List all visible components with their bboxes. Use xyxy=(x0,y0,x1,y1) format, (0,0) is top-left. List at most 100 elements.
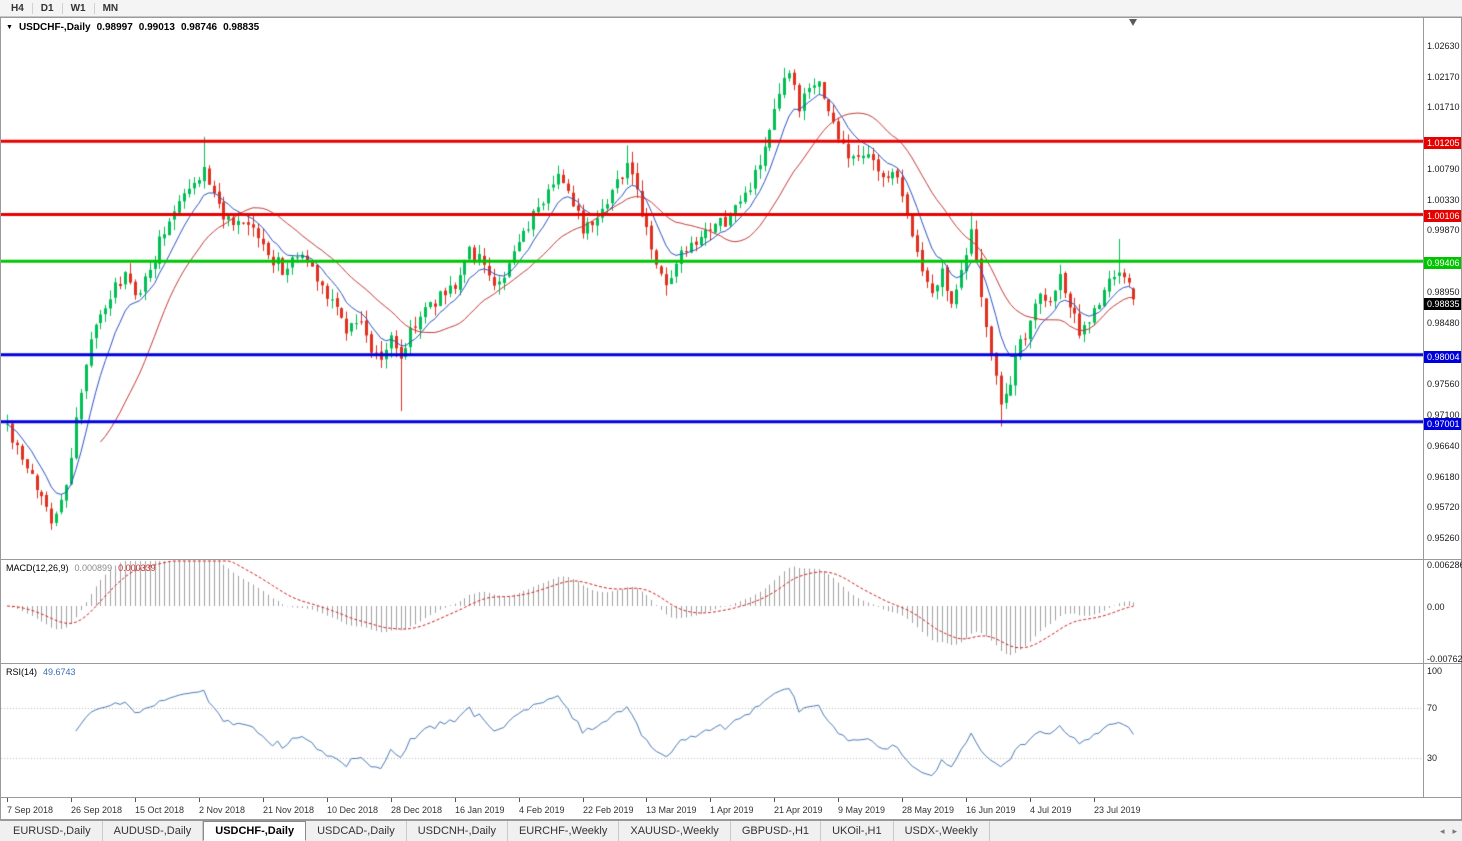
tab-scroll-right-button[interactable]: ▸ xyxy=(1449,826,1460,837)
price-axis-label: 1.00330 xyxy=(1427,194,1460,205)
rsi-label: RSI(14) xyxy=(6,667,38,677)
time-axis-label: 10 Dec 2018 xyxy=(327,805,379,815)
price-axis[interactable]: 1.02630 1.02170 1.01710 1.00790 1.00330 0.998… xyxy=(1423,18,1461,559)
time-axis-label: 26 Sep 2018 xyxy=(71,805,123,815)
tab-scroll-arrows: ◂ ▸ xyxy=(1437,821,1460,841)
time-axis[interactable]: 7 Sep 2018 26 Sep 2018 15 Oct 2018 2 Nov 20… xyxy=(1,797,1461,819)
time-axis-label: 4 Jul 2019 xyxy=(1030,805,1072,815)
tab-label: AUDUSD-,Daily xyxy=(113,825,192,837)
time-axis-tick xyxy=(1094,798,1095,802)
macd-axis-label: -0.00762 xyxy=(1427,654,1462,665)
macd-axis[interactable]: 0.006286 0.00 -0.00762 xyxy=(1423,560,1462,665)
chart-tab-ukoil-h1[interactable]: UKOil-,H1 xyxy=(821,821,894,841)
macd-panel: MACD(12,26,9) 0.000899 0.000339 0.006286… xyxy=(1,559,1462,665)
chart-shift-marker[interactable] xyxy=(1129,19,1138,26)
rsi-axis-label: 30 xyxy=(1427,753,1438,763)
rsi-panel: RSI(14) 49.6743 100 70 30 xyxy=(1,663,1461,797)
macd-label: MACD(12,26,9) xyxy=(6,563,69,573)
time-axis-tick xyxy=(583,798,584,802)
time-axis-tick xyxy=(455,798,456,802)
close-value: 0.98835 xyxy=(223,22,260,33)
tab-scroll-left-button[interactable]: ◂ xyxy=(1437,826,1448,837)
hline-price-label[interactable]: 1.00106 xyxy=(1424,210,1461,223)
price-plot[interactable]: ▼ USDCHF-,Daily 0.98997 0.99013 0.98746 … xyxy=(1,18,1423,559)
timeframe-button-mn[interactable]: MN xyxy=(97,1,125,16)
time-axis-tick xyxy=(838,798,839,802)
hline-price-label[interactable]: 0.97001 xyxy=(1424,417,1461,430)
price-axis-label: 0.95260 xyxy=(1427,533,1460,543)
chart-tab-eurusd-daily[interactable]: EURUSD-,Daily xyxy=(2,821,103,841)
time-axis-tick xyxy=(7,798,8,802)
chart-tab-usdcnh-daily[interactable]: USDCNH-,Daily xyxy=(406,821,508,841)
tab-label: USDX-,Weekly xyxy=(904,825,978,837)
time-axis-label: 28 May 2019 xyxy=(902,805,955,815)
tab-label: XAUUSD-,Weekly xyxy=(630,825,719,837)
time-axis-tick xyxy=(902,798,903,802)
price-axis-label: 0.96180 xyxy=(1427,471,1460,482)
time-axis-label: 16 Jun 2019 xyxy=(966,805,1016,815)
chart-window: ▼ USDCHF-,Daily 0.98997 0.99013 0.98746 … xyxy=(0,17,1462,820)
macd-plot[interactable]: MACD(12,26,9) 0.000899 0.000339 xyxy=(1,560,1423,663)
macd-axis-label: 0.006286 xyxy=(1427,560,1462,570)
rsi-canvas[interactable] xyxy=(1,664,1423,797)
time-axis-tick xyxy=(1030,798,1031,802)
timeframe-button-d1[interactable]: D1 xyxy=(35,1,60,16)
time-axis-tick xyxy=(519,798,520,802)
chart-tab-usdchf-daily[interactable]: USDCHF-,Daily xyxy=(203,821,307,841)
time-axis-label: 4 Feb 2019 xyxy=(519,805,565,815)
timeframe-button-h4[interactable]: H4 xyxy=(5,1,30,16)
toolbar-separator xyxy=(31,2,33,14)
rsi-plot[interactable]: RSI(14) 49.6743 xyxy=(1,664,1423,797)
price-axis-label: 1.01710 xyxy=(1427,102,1460,113)
tab-label: GBPUSD-,H1 xyxy=(741,825,810,837)
chart-tab-usdcad-daily[interactable]: USDCAD-,Daily xyxy=(306,821,407,841)
price-axis-label: 1.02170 xyxy=(1427,71,1460,82)
chart-tab-eurchf-weekly[interactable]: EURCHF-,Weekly xyxy=(507,821,620,841)
price-axis-label: 0.97560 xyxy=(1427,379,1460,390)
time-axis-tick xyxy=(263,798,264,802)
time-axis-tick xyxy=(774,798,775,802)
chevron-down-icon[interactable]: ▼ xyxy=(6,23,13,31)
timeframe-toolbar: H4 D1 W1 MN xyxy=(0,0,1462,17)
macd-header: MACD(12,26,9) 0.000899 0.000339 xyxy=(6,563,156,573)
time-axis-tick xyxy=(327,798,328,802)
tab-label: EURUSD-,Daily xyxy=(13,825,91,837)
time-axis-tick xyxy=(135,798,136,802)
hline-price-label[interactable]: 0.99406 xyxy=(1424,257,1461,270)
low-value: 0.98746 xyxy=(180,22,218,33)
open-value: 0.98997 xyxy=(96,22,133,33)
price-axis-label: 0.97100 xyxy=(1427,410,1460,421)
time-axis-label: 21 Nov 2018 xyxy=(263,805,315,815)
time-axis-tick xyxy=(966,798,967,802)
timeframe-button-w1[interactable]: W1 xyxy=(65,1,92,16)
hline-price-label[interactable]: 0.98004 xyxy=(1424,350,1461,363)
price-panel: ▼ USDCHF-,Daily 0.98997 0.99013 0.98746 … xyxy=(1,18,1461,559)
price-axis-label: 0.95720 xyxy=(1427,502,1460,513)
price-canvas[interactable] xyxy=(1,18,1423,559)
macd-main-value: 0.000899 xyxy=(74,563,113,573)
chart-tab-xauusd-weekly[interactable]: XAUUSD-,Weekly xyxy=(619,821,731,841)
rsi-header: RSI(14) 49.6743 xyxy=(6,667,76,677)
chart-tab-audusd-daily[interactable]: AUDUSD-,Daily xyxy=(102,821,204,841)
tab-label: USDCNH-,Daily xyxy=(417,825,496,837)
macd-axis-label: 0.00 xyxy=(1427,602,1445,612)
price-axis-label: 1.00790 xyxy=(1427,163,1460,174)
hline-price-label[interactable]: 1.01205 xyxy=(1424,137,1461,150)
time-axis-tick xyxy=(710,798,711,802)
chart-tab-gbpusd-h1[interactable]: GBPUSD-,H1 xyxy=(730,821,822,841)
macd-canvas[interactable] xyxy=(1,560,1423,663)
tab-label: USDCAD-,Daily xyxy=(317,825,395,837)
tab-label: EURCHF-,Weekly xyxy=(518,825,608,837)
macd-signal-value: 0.000339 xyxy=(118,563,156,573)
rsi-axis[interactable]: 100 70 30 xyxy=(1423,664,1461,797)
price-axis-label: 1.02630 xyxy=(1427,41,1460,51)
price-axis-label: 0.99870 xyxy=(1427,225,1460,236)
rsi-axis-label: 70 xyxy=(1427,703,1438,713)
high-value: 0.99013 xyxy=(138,22,175,33)
time-axis-label: 1 Apr 2019 xyxy=(710,805,754,815)
time-axis-tick xyxy=(199,798,200,802)
price-axis-label: 0.96640 xyxy=(1427,440,1460,451)
time-axis-label: 13 Mar 2019 xyxy=(646,805,697,815)
chart-tab-usdx-weekly[interactable]: USDX-,Weekly xyxy=(893,821,990,841)
